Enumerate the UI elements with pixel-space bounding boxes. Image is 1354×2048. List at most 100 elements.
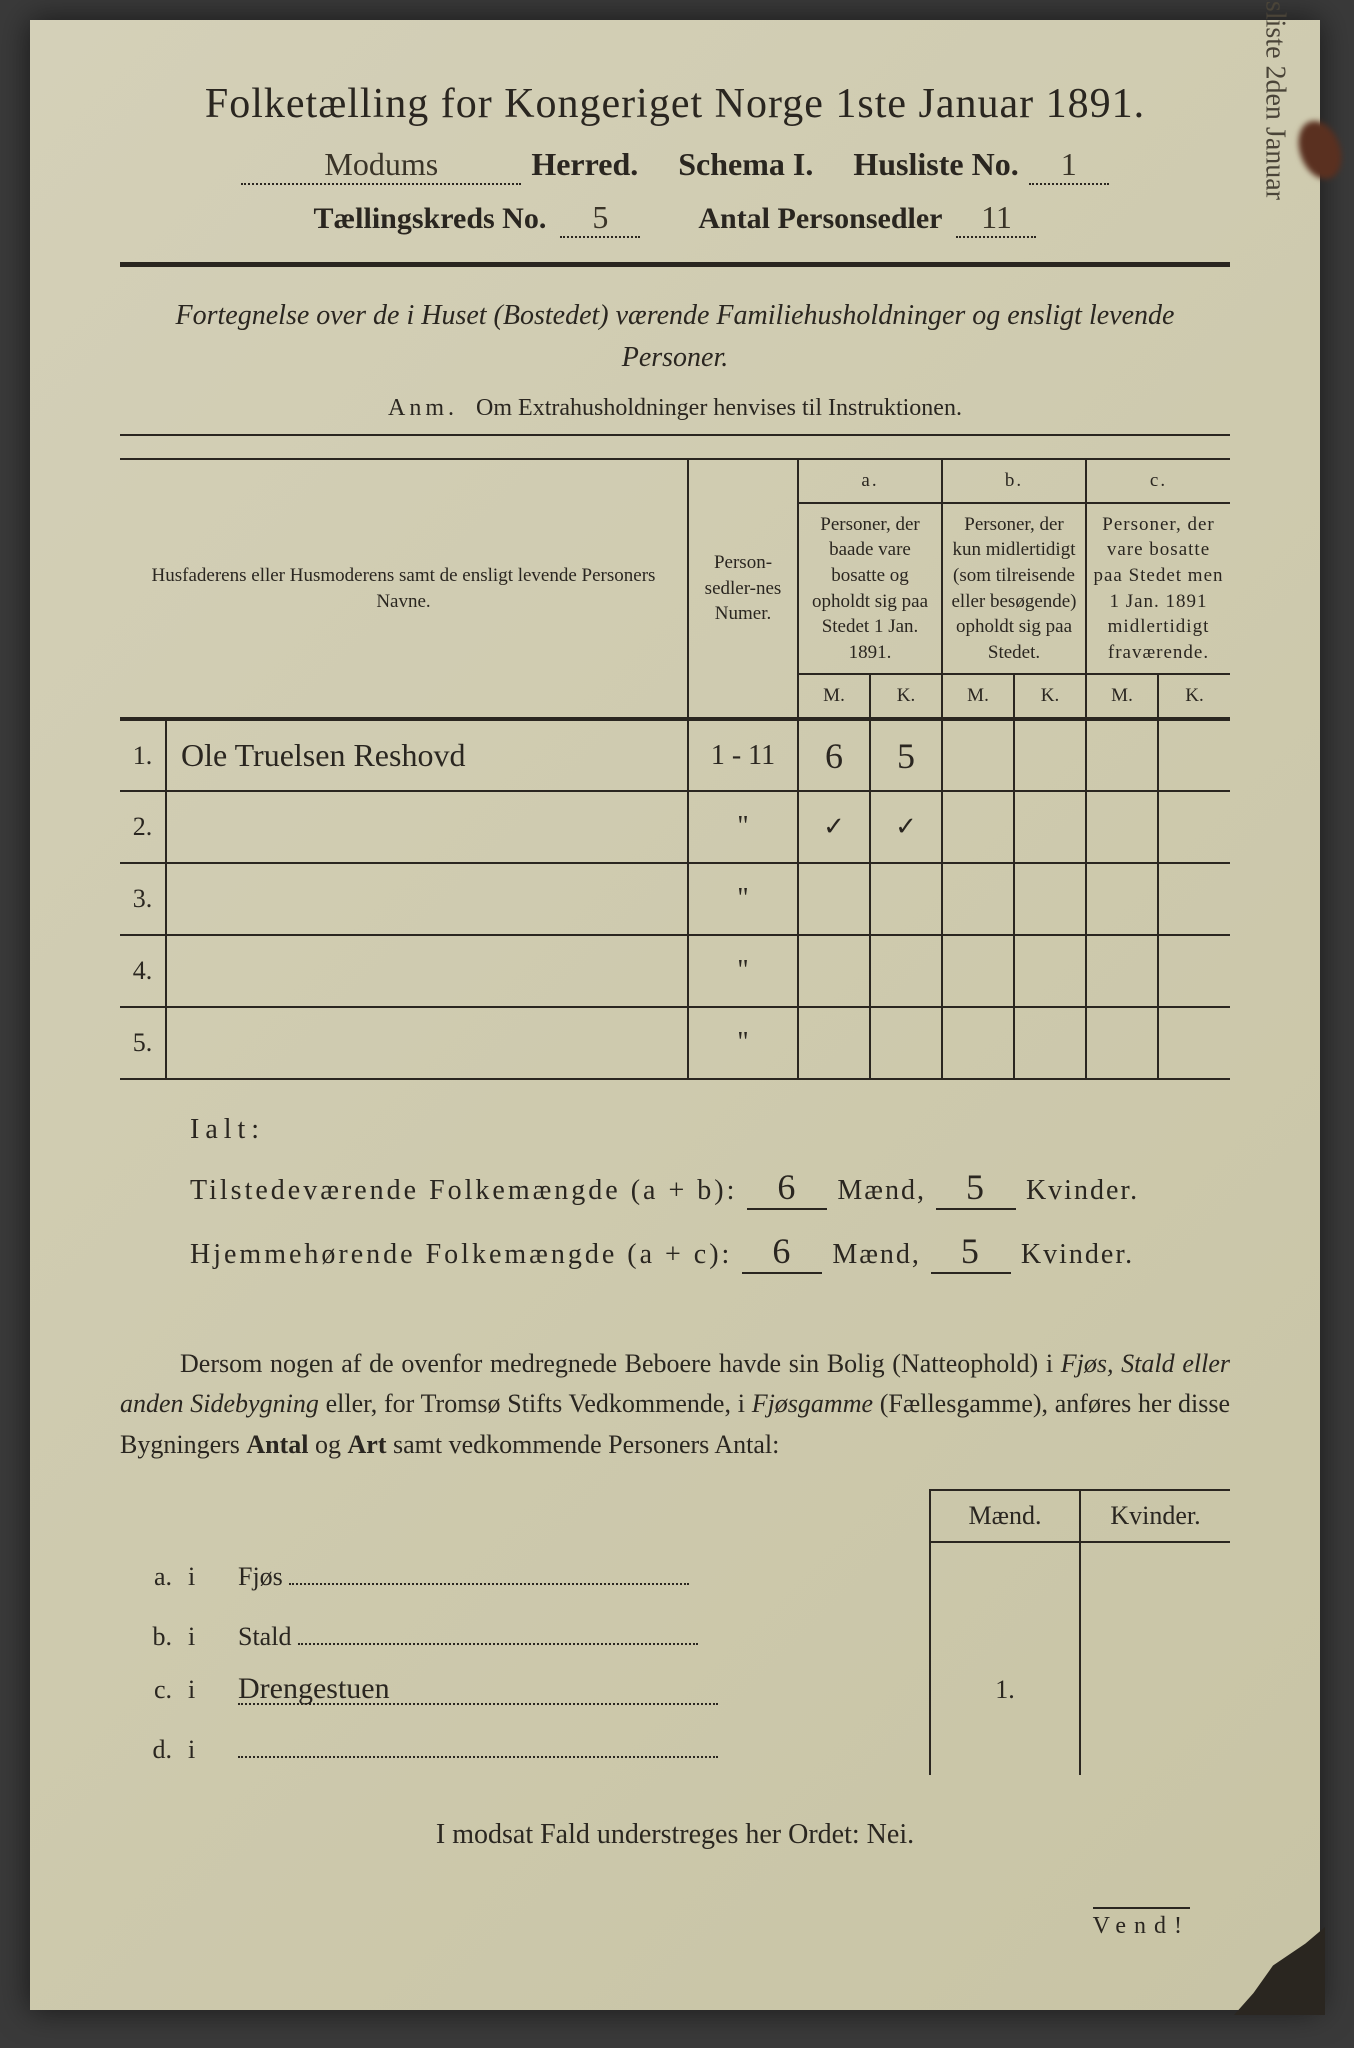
- kreds-value: 5: [560, 199, 640, 238]
- row-b-m: [942, 719, 1014, 791]
- row-c-k: [1158, 863, 1230, 935]
- col-b-k: K.: [1041, 685, 1059, 706]
- table-row: 3. ": [120, 863, 1230, 935]
- paragraph-buildings: Dersom nogen af de ovenfor medregnede Be…: [120, 1344, 1230, 1465]
- row-a-k: ✓: [870, 791, 942, 863]
- row-num: 1.: [120, 719, 166, 791]
- col-names: Husfaderens eller Husmoderens samt de en…: [152, 565, 656, 612]
- row-numer: ": [688, 935, 798, 1007]
- bld-type: Stald: [238, 1622, 291, 1651]
- row-b-k: [1014, 791, 1086, 863]
- page-tear: [1195, 1905, 1325, 2015]
- bld-m: [930, 1715, 1080, 1775]
- table-row: 2. " ✓ ✓: [120, 791, 1230, 863]
- schema-label: Schema I.: [678, 146, 813, 183]
- row-a-m: [798, 1007, 870, 1079]
- col-a-label: a.: [861, 470, 878, 491]
- divider: [120, 262, 1230, 267]
- building-row: a. i Fjøs: [120, 1542, 1230, 1602]
- anm-line: Anm. Om Extrahusholdninger henvises til …: [120, 395, 1230, 422]
- row-a-m: 6: [798, 719, 870, 791]
- bld-hand: [289, 1552, 689, 1585]
- bld-m: 1.: [930, 1662, 1080, 1715]
- row-num: 3.: [120, 863, 166, 935]
- personsedler-value: 11: [956, 199, 1036, 238]
- row-b-m: [942, 791, 1014, 863]
- building-row: d. i: [120, 1715, 1230, 1775]
- row-a-k: [870, 1007, 942, 1079]
- row-c-k: [1158, 1007, 1230, 1079]
- row-c-m: [1086, 863, 1158, 935]
- ialt-label: Ialt:: [190, 1114, 1230, 1146]
- bld-hand: [238, 1725, 718, 1758]
- census-form-page: 1ste Husliste 2den Januar Folketælling f…: [30, 20, 1320, 2010]
- anm-text: Om Extrahusholdninger henvises til Instr…: [476, 395, 962, 421]
- header-line-herred: Modums Herred. Schema I. Husliste No. 1: [120, 146, 1230, 185]
- herred-label: Herred.: [531, 146, 638, 183]
- husliste-value: 1: [1029, 146, 1109, 185]
- bld-k: [1080, 1715, 1230, 1775]
- bld-key: c.: [120, 1662, 180, 1715]
- col-c-text: Personer, der vare bosatte paa Stedet me…: [1093, 514, 1223, 663]
- anm-label: Anm.: [388, 395, 458, 421]
- bld-hdr-k: Kvinder.: [1080, 1490, 1230, 1542]
- vend-label: Vend!: [1093, 1907, 1190, 1940]
- bld-key: d.: [120, 1715, 180, 1775]
- row-numer: ": [688, 863, 798, 935]
- bld-m: [930, 1542, 1080, 1602]
- row-a-k: [870, 863, 942, 935]
- row-b-m: [942, 863, 1014, 935]
- row-name: [166, 791, 688, 863]
- row-name: [166, 935, 688, 1007]
- row-c-m: [1086, 791, 1158, 863]
- husliste-label: Husliste No.: [853, 146, 1018, 183]
- personsedler-label: Antal Personsedler: [698, 202, 942, 236]
- row-b-k: [1014, 719, 1086, 791]
- total-resident: Hjemmehørende Folkemængde (a + c): 6 Mæn…: [190, 1230, 1230, 1274]
- col-b-text: Personer, der kun midlertidigt (som tilr…: [951, 514, 1076, 663]
- total-resident-k: 5: [931, 1230, 1011, 1274]
- row-name: Ole Truelsen Reshovd: [166, 719, 688, 791]
- row-a-m: [798, 935, 870, 1007]
- row-b-m: [942, 1007, 1014, 1079]
- table-row: 4. ": [120, 935, 1230, 1007]
- margin-annotation: 1ste Husliste 2den Januar: [1258, 0, 1290, 200]
- kreds-label: Tællingskreds No.: [314, 202, 547, 236]
- col-b-label: b.: [1005, 470, 1023, 491]
- buildings-table: Mænd. Kvinder. a. i Fjøs b. i Stald c. i…: [120, 1489, 1230, 1775]
- bld-i: i: [180, 1662, 230, 1715]
- col-c-k: K.: [1185, 685, 1203, 706]
- bld-i: i: [180, 1602, 230, 1662]
- total-present: Tilstedeværende Folkemængde (a + b): 6 M…: [190, 1166, 1230, 1210]
- col-a-m: M.: [823, 685, 845, 706]
- col-b-m: M.: [967, 685, 989, 706]
- bld-k: [1080, 1662, 1230, 1715]
- table-row: 5. ": [120, 1007, 1230, 1079]
- row-a-k: [870, 935, 942, 1007]
- total-resident-label: Hjemmehørende Folkemængde (a + c):: [190, 1239, 732, 1271]
- row-c-k: [1158, 935, 1230, 1007]
- row-numer: ": [688, 1007, 798, 1079]
- bld-i: i: [180, 1715, 230, 1775]
- row-a-k: 5: [870, 719, 942, 791]
- col-numer: Person-sedler-nes Numer.: [705, 552, 782, 624]
- row-c-m: [1086, 719, 1158, 791]
- bld-type: Fjøs: [238, 1562, 283, 1591]
- total-present-label: Tilstedeværende Folkemængde (a + b):: [190, 1175, 737, 1207]
- row-numer: ": [688, 791, 798, 863]
- row-num: 4.: [120, 935, 166, 1007]
- row-a-m: [798, 863, 870, 935]
- row-num: 5.: [120, 1007, 166, 1079]
- row-numer: 1 - 11: [688, 719, 798, 791]
- building-row: c. i Drengestuen 1.: [120, 1662, 1230, 1715]
- col-c-m: M.: [1111, 685, 1133, 706]
- col-a-k: K.: [897, 685, 915, 706]
- bld-k: [1080, 1542, 1230, 1602]
- bld-k: [1080, 1602, 1230, 1662]
- bld-hand: Drengestuen: [238, 1672, 718, 1705]
- kvinder-label: Kvinder.: [1026, 1175, 1139, 1207]
- maend-label: Mænd,: [837, 1175, 926, 1207]
- row-c-m: [1086, 1007, 1158, 1079]
- header-line-kreds: Tællingskreds No. 5 Antal Personsedler 1…: [120, 199, 1230, 238]
- bld-hand: [298, 1612, 698, 1645]
